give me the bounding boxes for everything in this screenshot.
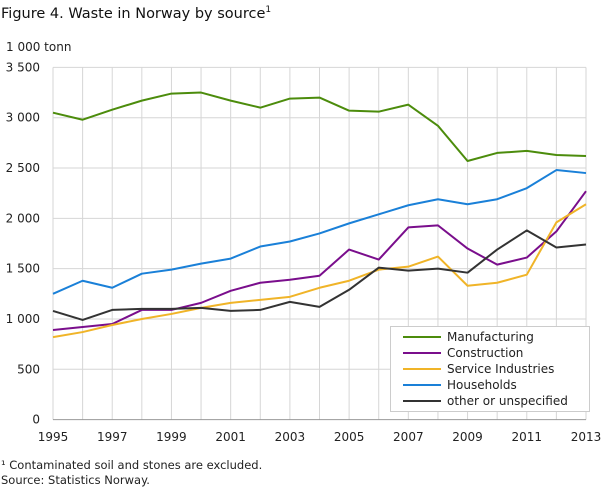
x-tick-label: 1999 [156, 430, 187, 444]
y-tick-label: 2 500 [6, 161, 40, 175]
legend-label: Service Industries [447, 362, 555, 376]
y-tick-label: 1 500 [6, 262, 40, 276]
legend-swatch [403, 368, 441, 370]
legend-label: Households [447, 378, 517, 392]
x-tick-label: 1995 [38, 430, 69, 444]
title-footnote-mark: 1 [265, 5, 272, 15]
legend-label: Construction [447, 346, 524, 360]
y-tick-label: 0 [32, 413, 40, 427]
footnote: ¹ Contaminated soil and stones are exclu… [1, 458, 263, 472]
legend-label: other or unspecified [447, 394, 568, 408]
x-tick-label: 2013 [571, 430, 602, 444]
x-tick-label: 2005 [334, 430, 365, 444]
y-tick-label: 3 000 [6, 111, 40, 125]
y-tick-label: 1 000 [6, 312, 40, 326]
legend-label: Manufacturing [447, 330, 534, 344]
source-note: Source: Statistics Norway. [1, 473, 150, 487]
legend-swatch [403, 336, 441, 338]
legend-item-construction: Construction [403, 345, 589, 361]
legend-swatch [403, 384, 441, 386]
y-tick-label: 500 [17, 362, 40, 376]
legend: Manufacturing Construction Service Industr… [390, 326, 590, 412]
title-text: Figure 4. Waste in Norway by source [1, 5, 266, 22]
x-tick-label: 2007 [393, 430, 424, 444]
x-tick-label: 2001 [215, 430, 246, 444]
x-tick-label: 2011 [512, 430, 543, 444]
legend-item-other-or-unspecified: other or unspecified [403, 393, 589, 409]
legend-item-manufacturing: Manufacturing [403, 329, 589, 345]
y-axis-label: 1 000 tonn [6, 40, 72, 54]
chart-title: Figure 4. Waste in Norway by source1 [1, 5, 271, 22]
legend-swatch [403, 400, 441, 402]
legend-item-service-industries: Service Industries [403, 361, 589, 377]
y-tick-label: 2 000 [6, 211, 40, 225]
x-tick-label: 2009 [452, 430, 483, 444]
legend-item-households: Households [403, 377, 589, 393]
x-tick-label: 2003 [275, 430, 306, 444]
x-tick-label: 1997 [97, 430, 128, 444]
legend-swatch [403, 352, 441, 354]
y-tick-label: 3 500 [6, 60, 40, 74]
